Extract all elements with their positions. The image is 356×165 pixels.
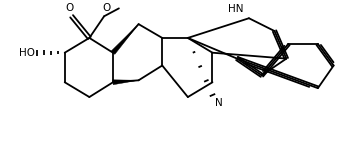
Text: N: N [215,98,223,108]
Text: O: O [102,3,110,13]
Polygon shape [113,80,138,85]
Text: HN: HN [229,4,244,14]
Text: O: O [66,3,74,13]
Text: HO: HO [19,48,35,58]
Polygon shape [111,24,138,54]
